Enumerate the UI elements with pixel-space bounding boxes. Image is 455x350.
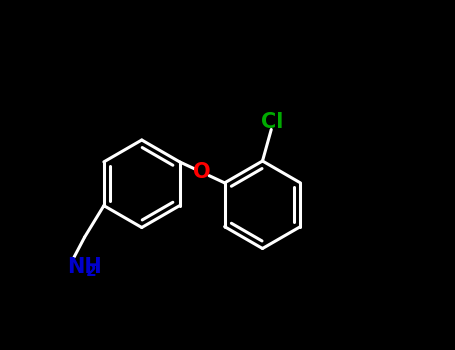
Text: NH: NH bbox=[67, 257, 102, 277]
Text: 2: 2 bbox=[85, 264, 96, 279]
Text: Cl: Cl bbox=[261, 112, 283, 132]
Text: O: O bbox=[193, 162, 211, 182]
